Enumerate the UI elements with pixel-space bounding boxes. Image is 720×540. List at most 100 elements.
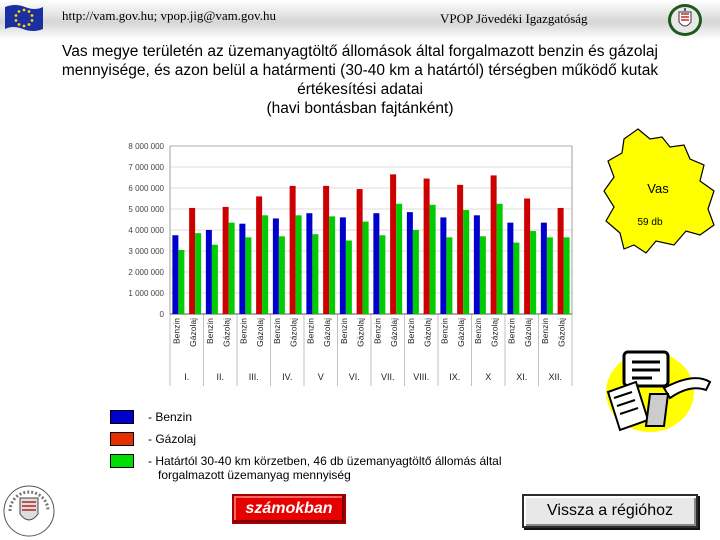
legend-swatch-red — [110, 432, 134, 446]
bar — [507, 222, 514, 314]
bar — [329, 216, 336, 314]
bar — [312, 234, 319, 314]
y-tick-label: 0 — [160, 310, 165, 319]
numbers-button[interactable]: számokban — [232, 494, 346, 524]
bar — [490, 175, 497, 314]
x-fuel-label: Benzin — [506, 318, 516, 344]
bar — [390, 174, 397, 314]
bar — [546, 237, 553, 314]
bar — [256, 196, 263, 314]
title-line-3: értékesítési adatai — [297, 81, 423, 98]
x-fuel-label: Gázolaj — [289, 318, 299, 347]
bar — [262, 215, 269, 314]
back-to-region-button[interactable]: Vissza a régióhoz — [522, 494, 698, 528]
y-tick-label: 1 000 000 — [128, 289, 164, 298]
y-tick-label: 8 000 000 — [128, 142, 164, 151]
x-fuel-label: Benzin — [171, 318, 181, 344]
x-fuel-label: Gázolaj — [356, 318, 366, 347]
x-month-label: X — [485, 372, 491, 382]
x-month-label: VII. — [381, 372, 395, 382]
legend-label-border-area: - Határtól 30-40 km körzetben, 46 db üze… — [148, 454, 502, 482]
customs-emblem-icon — [668, 4, 702, 36]
bar — [396, 203, 403, 314]
header-contact: http://vam.gov.hu; vpop.jig@vam.gov.hu — [62, 8, 276, 23]
x-fuel-label: Gázolaj — [423, 318, 433, 347]
bar — [540, 222, 547, 314]
map-region-label: Vas — [647, 181, 669, 196]
y-tick-label: 3 000 000 — [128, 247, 164, 256]
y-tick-label: 2 000 000 — [128, 268, 164, 277]
bar — [278, 236, 285, 314]
bar — [172, 235, 179, 314]
bar — [563, 237, 570, 314]
x-fuel-label: Benzin — [372, 318, 382, 344]
x-fuel-label: Gázolaj — [490, 318, 500, 347]
bar — [289, 185, 296, 314]
bar — [211, 244, 218, 314]
bar — [473, 215, 480, 314]
x-fuel-label: Benzin — [406, 318, 416, 344]
bar — [479, 236, 486, 314]
bar — [524, 198, 531, 314]
title-line-4: (havi bontásban fajtánként) — [266, 100, 454, 117]
bar — [295, 215, 302, 314]
bar — [222, 206, 229, 314]
x-fuel-label: Gázolaj — [523, 318, 533, 347]
bar — [356, 189, 363, 314]
fuel-sales-bar-chart: 0 1 000 000 2 000 000 3 000 000 4 000 000 5 0… — [128, 142, 573, 386]
bar — [530, 231, 537, 314]
x-fuel-label: Benzin — [540, 318, 550, 344]
title-line-2: mennyisége, és azon belül a határmenti (… — [61, 62, 659, 79]
bar — [195, 233, 202, 314]
x-month-label: XII. — [548, 372, 562, 382]
bar — [373, 213, 380, 314]
eu-flag-icon — [5, 5, 43, 31]
document-clipart-icon — [606, 350, 712, 432]
bar — [457, 184, 464, 314]
bar — [339, 217, 346, 314]
bar — [513, 242, 520, 314]
bar — [228, 222, 235, 314]
bar — [272, 218, 279, 314]
x-month-label: IX. — [449, 372, 460, 382]
x-fuel-label: Gázolaj — [255, 318, 265, 347]
legend-swatch-green — [110, 454, 134, 468]
bar — [205, 230, 212, 314]
bar — [406, 212, 413, 314]
bar — [463, 210, 470, 314]
x-month-label: IV. — [282, 372, 292, 382]
x-fuel-label: Benzin — [238, 318, 248, 344]
x-fuel-label: Benzin — [272, 318, 282, 344]
anniversary-logo-icon — [3, 485, 55, 537]
bar — [189, 207, 196, 314]
bar — [557, 207, 564, 314]
x-month-label: V — [318, 372, 324, 382]
legend-label-gazolaj: - Gázolaj — [148, 432, 197, 446]
y-tick-label: 7 000 000 — [128, 163, 164, 172]
bar — [306, 213, 313, 314]
bar — [440, 217, 447, 314]
vas-county-shape — [603, 128, 715, 254]
bar — [239, 223, 246, 314]
header-bar: http://vam.gov.hu; vpop.jig@vam.gov.hu V… — [0, 0, 720, 40]
x-fuel-label: Gázolaj — [557, 318, 567, 347]
x-fuel-label: Benzin — [305, 318, 315, 344]
vas-county-map: Vas 59 db — [603, 128, 715, 254]
map-station-count: 59 db — [637, 217, 662, 228]
bar — [178, 249, 185, 314]
page-title: Vas megye területén az üzemanyagtöltő ál… — [0, 42, 720, 118]
bar — [423, 178, 430, 314]
x-fuel-label: Benzin — [473, 318, 483, 344]
x-month-label: I. — [184, 372, 189, 382]
x-month-label: XI. — [516, 372, 527, 382]
y-tick-label: 5 000 000 — [128, 205, 164, 214]
x-fuel-label: Gázolaj — [456, 318, 466, 347]
x-fuel-label: Gázolaj — [322, 318, 332, 347]
bar — [429, 204, 436, 314]
y-tick-label: 6 000 000 — [128, 184, 164, 193]
legend-swatch-blue — [110, 410, 134, 424]
bar — [362, 221, 369, 314]
x-fuel-label: Gázolaj — [188, 318, 198, 347]
bar — [379, 235, 386, 314]
x-month-label: III. — [249, 372, 259, 382]
